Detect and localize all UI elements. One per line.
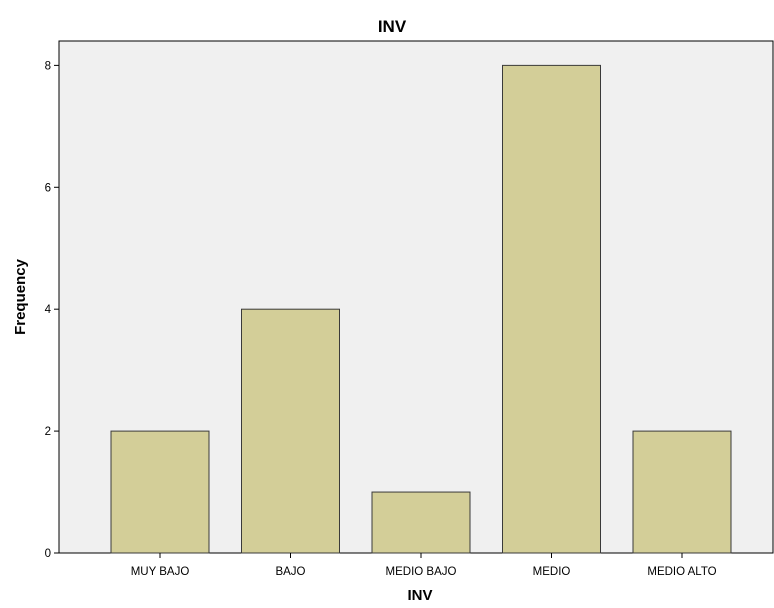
y-axis: 0 2 4 6 8 xyxy=(45,60,59,560)
bar-medio-bajo xyxy=(371,491,471,554)
bars-group xyxy=(110,64,732,554)
x-axis: MUY BAJO BAJO MEDIO BAJO MEDIO MEDIO ALTO xyxy=(131,553,717,578)
x-tick-label: MUY BAJO xyxy=(131,566,190,578)
x-tick-label: MEDIO ALTO xyxy=(647,566,716,578)
x-axis-title: INV xyxy=(407,587,432,604)
bar-bajo xyxy=(241,308,340,554)
chart-title: INV xyxy=(378,17,407,36)
bar-medio-alto xyxy=(632,430,732,554)
y-tick-label: 2 xyxy=(45,426,51,438)
x-tick-label: MEDIO xyxy=(533,566,571,578)
bar-medio xyxy=(502,64,601,554)
y-tick-label: 6 xyxy=(45,182,51,194)
y-tick-label: 0 xyxy=(45,548,51,560)
y-tick-label: 8 xyxy=(45,60,51,72)
x-tick-label: MEDIO BAJO xyxy=(386,566,457,578)
bar-muy-bajo xyxy=(110,430,210,554)
y-axis-title: Frequency xyxy=(12,258,29,335)
x-tick-label: BAJO xyxy=(275,566,305,578)
y-tick-label: 4 xyxy=(45,304,52,316)
